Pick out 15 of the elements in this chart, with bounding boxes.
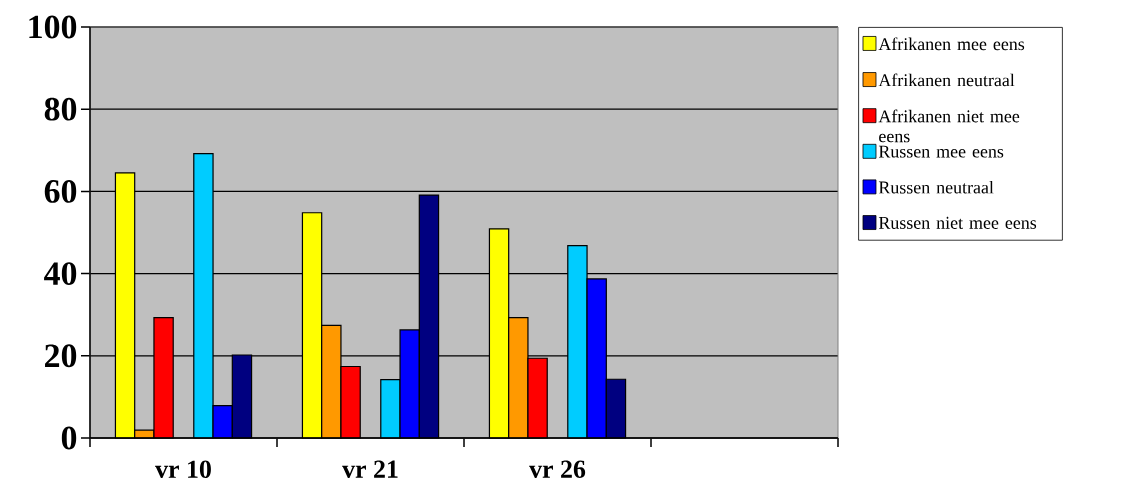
legend-label: Afrikanen mee eens [878, 37, 1025, 51]
y-tick-label: 60 [44, 179, 77, 203]
y-tick-label: 20 [45, 344, 77, 368]
y-tick-label: 40 [44, 262, 77, 286]
x-tick-label: vr 21 [342, 460, 398, 478]
x-tick-label: vr 26 [529, 460, 586, 478]
y-tick-label: 0 [61, 426, 77, 450]
legend-label: Afrikanen niet mee eens [878, 109, 1020, 143]
x-tick-label: vr 10 [155, 460, 211, 478]
legend-label: Russen mee eens [878, 145, 1004, 158]
y-tick-label: 100 [29, 15, 77, 39]
legend-label: Russen neutraal [878, 180, 994, 194]
legend-label: Russen niet mee eens [878, 216, 1037, 229]
legend-label: Afrikanen neutraal [878, 73, 1015, 87]
y-tick-label: 80 [44, 97, 77, 121]
